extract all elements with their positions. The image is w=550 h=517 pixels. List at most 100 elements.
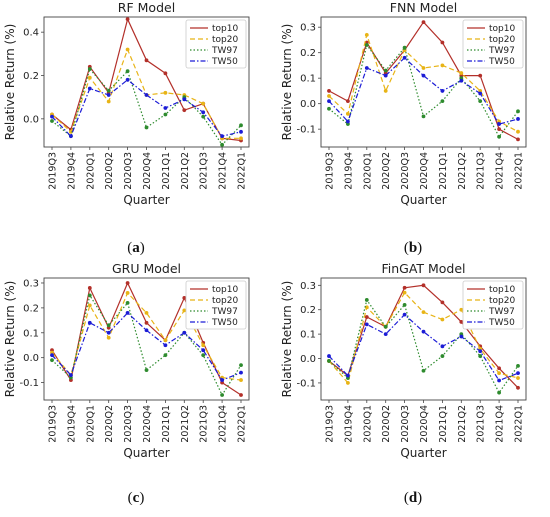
- chart-title: FNN Model: [390, 0, 457, 15]
- y-tick-label: 0.1: [23, 328, 39, 339]
- data-point-TW50: [106, 330, 111, 335]
- data-point-top20: [201, 343, 206, 348]
- y-axis-label: Relative Return (%): [280, 24, 294, 141]
- data-point-TW97: [201, 353, 206, 358]
- data-point-TW50: [201, 110, 206, 115]
- data-point-top10: [144, 58, 149, 63]
- data-point-top20: [402, 290, 407, 295]
- data-point-TW97: [440, 99, 445, 104]
- legend-label-TW97: TW97: [211, 46, 238, 56]
- data-point-top20: [383, 89, 388, 93]
- data-point-top10: [125, 281, 130, 285]
- series-line-TW50: [328, 56, 519, 125]
- data-point-TW97: [106, 323, 111, 328]
- data-point-TW97: [497, 134, 501, 139]
- data-point-TW97: [478, 99, 483, 104]
- y-axis-label: Relative Return (%): [3, 24, 17, 141]
- data-point-TW50: [144, 93, 149, 97]
- y-tick-label: -0.1: [296, 378, 316, 389]
- x-tick-label: 2021Q2: [180, 405, 191, 443]
- data-point-top20: [163, 338, 168, 343]
- x-tick-label: 2021Q1: [161, 152, 172, 190]
- data-point-TW50: [144, 328, 149, 333]
- data-point-top20: [87, 303, 92, 308]
- data-point-TW97: [364, 43, 369, 47]
- data-point-top20: [144, 310, 149, 315]
- data-point-top20: [421, 310, 426, 315]
- data-point-top20: [239, 136, 243, 141]
- data-point-TW50: [50, 353, 54, 358]
- data-point-TW97: [421, 368, 426, 373]
- data-point-TW50: [478, 349, 483, 354]
- legend-label-top10: top10: [212, 285, 238, 295]
- x-tick-label: 2019Q3: [325, 405, 336, 443]
- data-point-TW50: [220, 378, 225, 382]
- legend-label-TW50: TW50: [488, 318, 515, 328]
- data-point-TW50: [106, 93, 111, 97]
- data-point-TW50: [497, 378, 501, 383]
- data-point-TW50: [421, 329, 426, 334]
- data-point-top20: [459, 307, 464, 312]
- data-point-top20: [440, 63, 445, 68]
- x-tick-label: 2020Q2: [104, 152, 115, 190]
- x-tick-label: 2022Q1: [237, 152, 248, 190]
- data-point-top10: [239, 393, 243, 397]
- x-tick-label: 2020Q2: [381, 405, 392, 443]
- y-tick-label: 0.0: [300, 354, 316, 365]
- data-point-TW50: [163, 343, 168, 348]
- data-point-TW50: [440, 344, 445, 349]
- data-point-TW50: [383, 332, 388, 337]
- data-point-top20: [125, 47, 130, 52]
- data-point-top10: [421, 20, 426, 24]
- data-point-TW97: [516, 109, 520, 114]
- data-point-TW97: [440, 354, 445, 358]
- data-point-TW50: [87, 320, 92, 325]
- y-tick-label: 0.3: [23, 278, 39, 289]
- y-axis-label: Relative Return (%): [3, 281, 17, 398]
- legend-label-top20: top20: [489, 296, 515, 306]
- legend-label-top10: top10: [489, 24, 515, 34]
- data-point-top20: [346, 111, 350, 116]
- x-tick-label: 2021Q3: [476, 405, 487, 443]
- data-point-TW50: [402, 312, 407, 317]
- series-line-TW50: [51, 79, 242, 138]
- data-point-TW50: [421, 73, 426, 78]
- data-point-top20: [239, 378, 243, 382]
- x-tick-label: 2021Q1: [438, 405, 449, 443]
- data-point-TW97: [421, 114, 426, 119]
- y-tick-label: 0.0: [23, 114, 39, 125]
- data-point-top20: [106, 99, 111, 104]
- data-point-TW50: [364, 322, 369, 327]
- x-axis-label: Quarter: [123, 446, 169, 460]
- data-point-TW97: [144, 125, 149, 130]
- data-point-TW97: [478, 354, 483, 358]
- data-point-top10: [346, 99, 350, 104]
- data-point-TW97: [383, 324, 388, 329]
- legend-label-TW50: TW50: [211, 318, 238, 328]
- panel-caption: (b): [404, 240, 422, 256]
- legend-box: [185, 280, 247, 330]
- chart-title: GRU Model: [112, 261, 181, 276]
- chart-panel-0: RF Model 0.0 0.2 0.4 2019Q3 2019Q4 2020Q1 2020Q…: [3, 0, 250, 207]
- x-tick-label: 2020Q3: [400, 405, 411, 443]
- data-point-TW50: [220, 134, 225, 139]
- data-point-TW97: [163, 353, 168, 358]
- series-line-TW50: [328, 313, 519, 382]
- data-point-TW50: [163, 106, 168, 110]
- data-point-TW50: [125, 310, 130, 315]
- data-point-top20: [516, 129, 520, 134]
- data-point-top20: [440, 317, 445, 322]
- y-tick-label: 0.2: [300, 305, 316, 316]
- panel-caption: (c): [128, 490, 145, 506]
- x-tick-label: 2019Q3: [48, 405, 59, 443]
- legend-label-top10: top10: [489, 285, 515, 295]
- x-tick-label: 2019Q3: [48, 152, 59, 190]
- data-point-top10: [497, 366, 501, 371]
- data-point-TW97: [402, 45, 407, 50]
- data-point-TW97: [163, 112, 168, 117]
- data-point-top20: [327, 94, 331, 98]
- x-tick-label: 2020Q2: [381, 152, 392, 190]
- data-point-top20: [421, 66, 426, 70]
